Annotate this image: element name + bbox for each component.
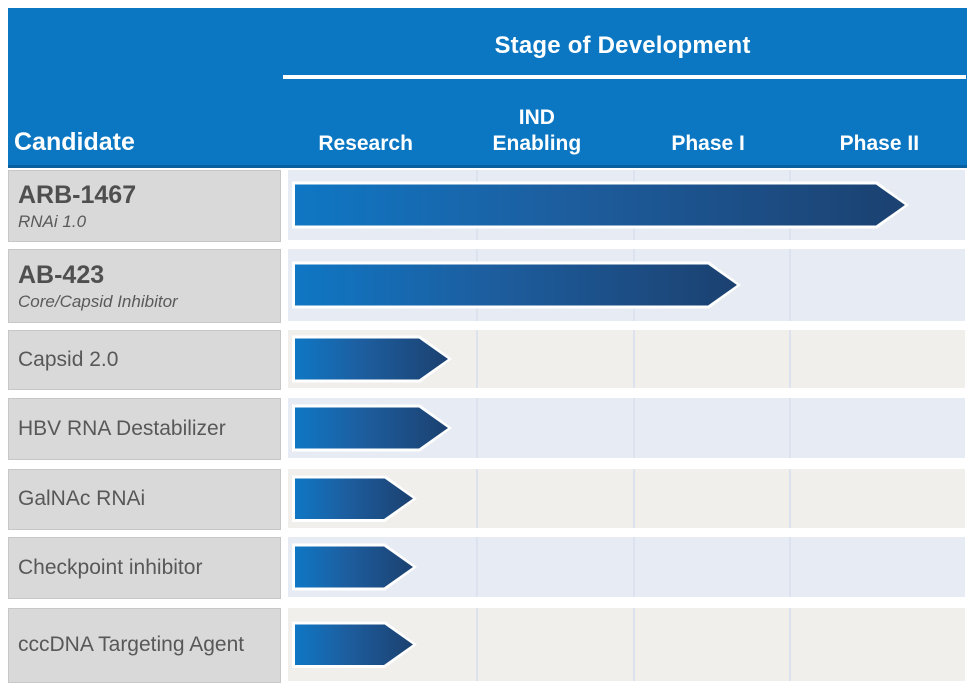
progress-arrow	[292, 405, 452, 452]
candidate-name: cccDNA Targeting Agent	[18, 633, 245, 657]
stage-divider	[789, 608, 791, 681]
stage-track	[288, 330, 965, 388]
stage-of-development-title: Stage of Development	[494, 32, 751, 59]
pipeline-row: Checkpoint inhibitor	[0, 537, 975, 599]
candidate-subtitle: Core/Capsid Inhibitor	[18, 291, 178, 311]
pipeline-row: Capsid 2.0	[0, 330, 975, 390]
candidate-name: GalNAc RNAi	[18, 487, 146, 511]
pipeline-row: GalNAc RNAi	[0, 469, 975, 530]
candidate-name: Checkpoint inhibitor	[18, 555, 203, 579]
stage-divider	[789, 537, 791, 597]
candidate-cell: cccDNA Targeting Agent	[8, 608, 281, 683]
stage-divider	[476, 398, 478, 458]
progress-arrow	[292, 262, 741, 309]
stage-divider	[476, 537, 478, 597]
stage-divider	[633, 469, 635, 528]
stage-column-label-phase1: Phase I	[671, 131, 745, 155]
stage-column-label-ind-enabling: IND Enabling	[492, 105, 582, 155]
progress-arrow-fill	[295, 339, 448, 380]
pipeline-row: HBV RNA Destabilizer	[0, 398, 975, 460]
stage-column-headers: Research IND Enabling Phase I Phase II	[280, 105, 965, 158]
candidate-cell: HBV RNA Destabilizer	[8, 398, 281, 460]
stage-title-underline	[283, 75, 966, 79]
stage-divider	[789, 398, 791, 458]
progress-arrow-fill	[295, 624, 413, 665]
progress-arrow-fill	[295, 185, 905, 226]
stage-divider	[476, 469, 478, 528]
stage-track	[288, 608, 965, 681]
progress-arrow	[292, 336, 452, 383]
progress-arrow	[292, 182, 909, 229]
stage-column-label-research: Research	[318, 131, 413, 155]
candidate-subtitle: RNAi 1.0	[18, 211, 87, 231]
stage-divider	[789, 249, 791, 321]
stage-track	[288, 170, 965, 240]
stage-divider	[633, 330, 635, 388]
progress-arrow	[292, 475, 417, 522]
stage-divider	[476, 608, 478, 681]
pipeline-row: AB-423 Core/Capsid Inhibitor	[0, 249, 975, 323]
candidate-cell: Capsid 2.0	[8, 330, 281, 390]
candidate-cell: AB-423 Core/Capsid Inhibitor	[8, 249, 281, 323]
stage-divider	[789, 330, 791, 388]
stage-track	[288, 469, 965, 528]
stage-column-label-phase2: Phase II	[839, 131, 920, 155]
progress-arrow	[292, 621, 417, 668]
candidate-name: AB-423	[18, 260, 105, 289]
stage-divider	[633, 608, 635, 681]
candidate-name: ARB-1467	[18, 180, 137, 209]
candidate-name: Capsid 2.0	[18, 347, 119, 371]
stage-divider	[633, 398, 635, 458]
stage-track	[288, 537, 965, 597]
progress-arrow	[292, 544, 417, 591]
pipeline-row: cccDNA Targeting Agent	[0, 608, 975, 683]
progress-arrow-fill	[295, 265, 737, 306]
candidate-column-header: Candidate	[14, 128, 135, 156]
stage-divider	[476, 330, 478, 388]
stage-divider	[633, 537, 635, 597]
progress-arrow-fill	[295, 408, 448, 449]
stage-divider	[789, 469, 791, 528]
candidate-cell: ARB-1467 RNAi 1.0	[8, 170, 281, 242]
candidate-cell: GalNAc RNAi	[8, 469, 281, 530]
candidate-cell: Checkpoint inhibitor	[8, 537, 281, 599]
candidate-name: HBV RNA Destabilizer	[18, 416, 226, 440]
stage-track	[288, 249, 965, 321]
progress-arrow-fill	[295, 478, 413, 519]
progress-arrow-fill	[295, 547, 413, 588]
pipeline-row: ARB-1467 RNAi 1.0	[0, 170, 975, 242]
stage-track	[288, 398, 965, 458]
chart-header: Stage of Development Candidate Research …	[8, 8, 967, 168]
